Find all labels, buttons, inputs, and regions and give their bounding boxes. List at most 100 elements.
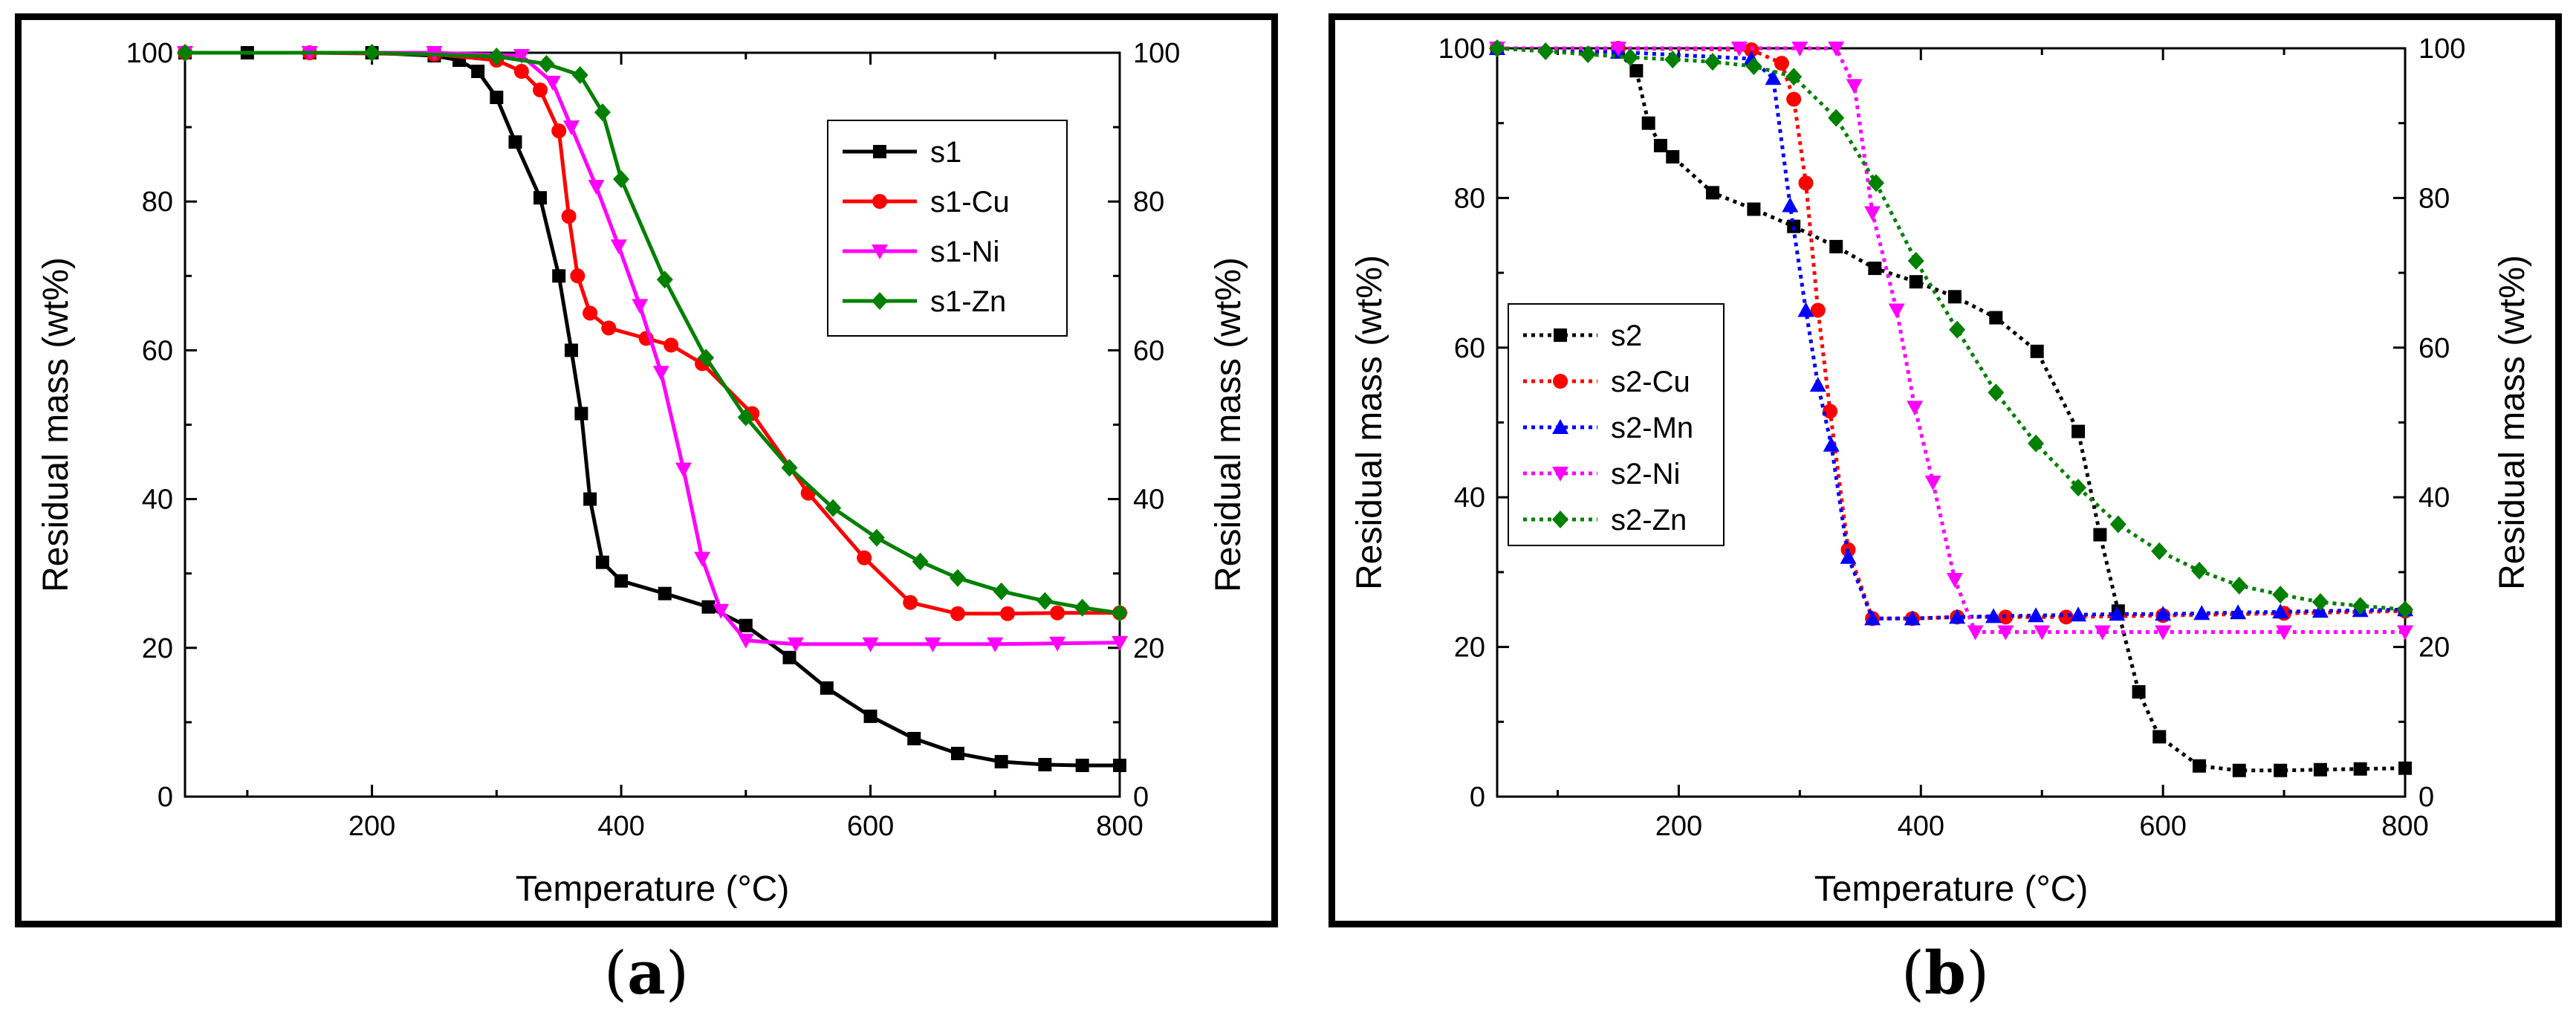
data-point-b-s2-Zn <box>2272 586 2289 604</box>
data-point-b-s2-Zn <box>1622 48 1639 67</box>
y-axis-label-left-b: Residual mass (wt%) <box>1350 255 1389 590</box>
y-tick-label-right-a: 80 <box>1133 187 1164 218</box>
data-point-b-s2 <box>1666 150 1680 164</box>
data-point-b-s2-Zn <box>2397 600 2413 619</box>
data-point-a-s1 <box>950 746 964 760</box>
data-point-b-s2 <box>2093 528 2107 542</box>
y-tick-label-left-b: 60 <box>1454 333 1485 364</box>
legend-marker-b-s2-Cu <box>1553 374 1568 389</box>
legend-label-b-s2-Zn: s2-Zn <box>1611 504 1687 537</box>
data-point-b-s2 <box>1653 138 1667 152</box>
data-point-a-s1-Zn <box>594 103 611 122</box>
data-point-a-s1-Ni <box>787 637 804 652</box>
data-point-b-s2-Mn <box>1864 610 1881 626</box>
y-tick-label-right-b: 100 <box>2418 33 2465 65</box>
data-point-b-s2-Zn <box>1785 68 1803 86</box>
data-point-b-s2-Mn <box>1823 436 1840 452</box>
data-point-b-s2-Ni <box>2034 625 2051 641</box>
data-point-b-s2-Cu <box>1798 175 1814 191</box>
data-point-b-s2 <box>1829 239 1843 253</box>
data-point-b-s2-Mn <box>2155 606 2172 621</box>
data-point-a-s1 <box>508 135 522 149</box>
data-point-b-s2-Ni <box>1864 206 1881 221</box>
data-point-a-s1 <box>994 754 1008 768</box>
data-point-b-s2 <box>2353 762 2367 776</box>
y-axis-label-right-b: Residual mass (wt%) <box>2493 255 2532 590</box>
y-tick-label-left-a: 100 <box>126 38 173 69</box>
data-point-a-s1-Ni <box>862 637 879 652</box>
data-point-b-s2 <box>2152 730 2167 744</box>
data-point-a-s1-Zn <box>949 568 966 587</box>
legend-marker-a-s1 <box>873 145 886 158</box>
data-point-b-s2-Zn <box>2352 597 2369 615</box>
legend-label-b-s2: s2 <box>1611 320 1642 352</box>
y-tick-label-right-a: 20 <box>1133 633 1164 664</box>
data-point-a-s1-Ni <box>1112 635 1128 651</box>
series-line-b-s2-Mn <box>1496 46 2406 621</box>
data-point-a-s1-Cu <box>583 305 598 321</box>
y-tick-label-left-b: 20 <box>1454 632 1485 664</box>
data-point-b-s2-Mn <box>1797 302 1814 317</box>
legend-a: s1 s1-Cu s1-Ni s1-Zn <box>827 120 1068 337</box>
y-tick-label-left-a: 40 <box>142 485 173 516</box>
data-point-a-s1-Ni <box>588 180 605 195</box>
data-point-b-s2-Cu <box>1786 91 1802 107</box>
data-point-b-s2-Ni <box>1828 42 1845 56</box>
data-point-a-s1 <box>552 269 566 283</box>
data-point-a-s1-Cu <box>950 606 965 621</box>
data-point-b-s2-Mn <box>2070 606 2087 622</box>
data-point-b-s2-Mn <box>2193 605 2210 621</box>
data-point-b-s2-Ni <box>1946 572 1963 588</box>
series-b-s2-Zn <box>1489 39 2413 619</box>
y-axis-a: 0 0 20 20 40 40 60 60 80 80 100 100 Residual mass (w… <box>36 38 1248 813</box>
legend-label-b-s2-Ni: s2-Ni <box>1611 458 1680 490</box>
y-tick-label-left-b: 0 <box>1470 782 1485 813</box>
legend-b: s2 s2-Cu s2-Mn s2-Ni s2-Zn <box>1508 303 1725 546</box>
legend-marker-b-s2 <box>1554 328 1567 342</box>
legend-marker-b-s2-Mn <box>1552 419 1568 434</box>
data-point-b-s2-Zn <box>1489 39 1505 57</box>
data-point-b-s2 <box>1747 202 1761 216</box>
data-point-b-s2 <box>1947 290 1962 304</box>
caption-a-letter: a <box>627 938 666 1008</box>
data-point-b-s2 <box>2313 762 2327 777</box>
data-point-b-s2-Mn <box>2230 604 2247 620</box>
legend-marker-a-s1-Zn <box>872 292 888 310</box>
y-tick-label-right-b: 40 <box>2418 482 2450 514</box>
data-point-b-s2-Ni <box>1846 79 1863 94</box>
data-point-a-s1 <box>863 709 877 723</box>
data-point-b-s2-Mn <box>2272 603 2289 619</box>
data-point-b-s2-Ni <box>1907 401 1924 416</box>
data-point-a-s1-Ni <box>1049 636 1066 652</box>
data-point-a-s1-Zn <box>912 552 929 571</box>
data-point-b-s2-Mn <box>1840 548 1857 564</box>
data-point-b-s2 <box>2132 685 2146 699</box>
y-tick-label-left-a: 80 <box>142 187 173 218</box>
data-point-a-s1-Ni <box>513 49 530 65</box>
data-point-b-s2 <box>2071 424 2086 438</box>
data-point-a-s1-Ni <box>544 76 561 91</box>
data-point-a-s1-Zn <box>698 349 715 367</box>
data-point-b-s2-Cu <box>1774 56 1789 71</box>
data-point-b-s2-Zn <box>1828 108 1845 127</box>
y-axis-b: 0 0 20 20 40 40 60 60 80 80 100 100 Residual mass (w… <box>1350 33 2532 813</box>
data-point-a-s1-Ni <box>987 637 1004 652</box>
data-point-a-s1-Zn <box>538 55 555 74</box>
data-point-a-s1-Zn <box>1036 592 1054 610</box>
data-point-b-s2-Zn <box>1988 383 2005 402</box>
chart-a-svg: 200 400 600 800 Temperature (°C) 0 0 20 20 40 40 60… <box>36 38 1248 909</box>
data-point-a-s1-Ni <box>632 299 649 314</box>
data-point-b-s2-Ni <box>2397 625 2413 641</box>
legend-marker-b-s2-Ni <box>1552 467 1568 482</box>
y-tick-label-right-a: 0 <box>1133 782 1149 813</box>
y-tick-label-left-a: 20 <box>142 633 173 664</box>
y-tick-label-left-b: 100 <box>1438 33 1485 65</box>
data-point-b-s2-Zn <box>1664 51 1681 69</box>
data-point-a-s1 <box>658 586 672 600</box>
y-tick-label-right-a: 40 <box>1133 485 1164 516</box>
data-point-a-s1-Cu <box>561 209 577 224</box>
data-point-b-s2-Ni <box>1609 42 1626 56</box>
data-point-a-s1 <box>907 731 921 745</box>
data-point-a-s1-Zn <box>488 48 505 66</box>
data-point-a-s1-Cu <box>1050 605 1065 621</box>
